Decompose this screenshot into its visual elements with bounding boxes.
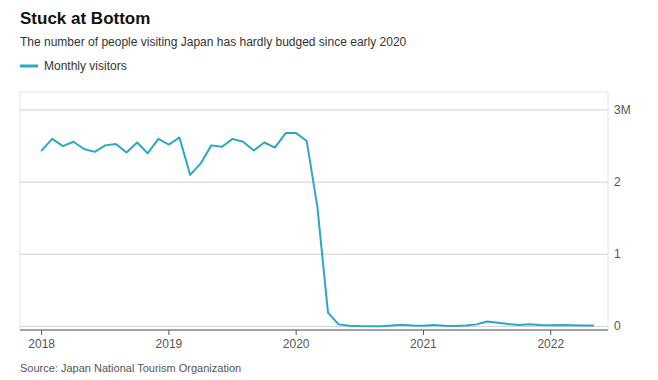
plot-area xyxy=(42,133,593,326)
x-tick-label: 2022 xyxy=(537,337,564,351)
chart: Stuck at Bottom The number of people visi… xyxy=(0,0,658,380)
y-tick-label: 1 xyxy=(614,247,621,261)
x-tick-label: 2020 xyxy=(283,337,310,351)
grid-line xyxy=(20,110,608,111)
title: Stuck at Bottom xyxy=(20,9,150,28)
x-tick xyxy=(41,330,42,335)
subtitle: The number of people visiting Japan has … xyxy=(20,35,407,49)
plot-frame xyxy=(20,92,608,330)
grid-line xyxy=(20,326,608,327)
legend-label: Monthly visitors xyxy=(44,59,127,73)
line xyxy=(42,133,593,326)
x-tick-label: 2018 xyxy=(28,337,55,351)
x-tick xyxy=(296,330,297,335)
x-tick-label: 2019 xyxy=(156,337,183,351)
grid-line xyxy=(20,254,608,255)
x-axis-line xyxy=(20,330,608,331)
y-tick-label: 0 xyxy=(614,319,621,333)
x-tick xyxy=(168,330,169,335)
x-tick xyxy=(423,330,424,335)
legend-item: Monthly visitors xyxy=(20,59,127,73)
y-tick-label: 3M xyxy=(614,103,631,117)
legend-swatch xyxy=(20,65,38,68)
x-tick-label: 2021 xyxy=(410,337,437,351)
x-tick xyxy=(550,330,551,335)
source: Source: Japan National Tourism Organizat… xyxy=(20,362,241,374)
y-tick-label: 2 xyxy=(614,175,621,189)
